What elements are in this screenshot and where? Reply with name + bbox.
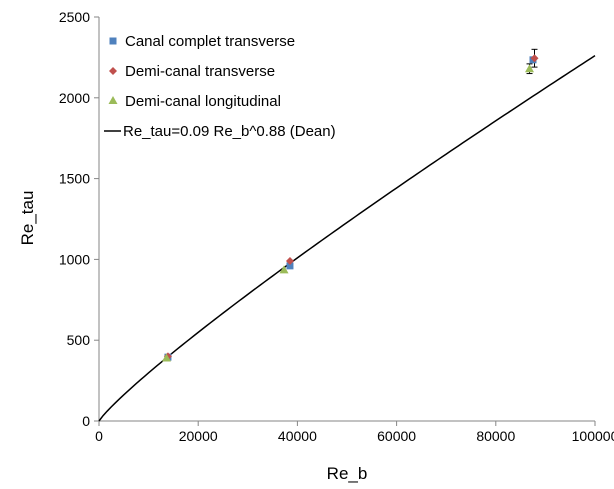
y-tick-label: 1500 — [59, 171, 90, 187]
y-tick-label: 0 — [82, 413, 90, 429]
x-tick-label: 0 — [95, 428, 103, 444]
data-point-diamond — [530, 54, 539, 63]
legend-marker-canal-complet — [109, 37, 117, 45]
x-tick-label: 60000 — [377, 428, 416, 444]
legend-marker-demi-longitudinal — [108, 96, 118, 104]
y-axis-title: Re_tau — [18, 191, 37, 246]
x-tick-label: 20000 — [179, 428, 218, 444]
y-tick-label: 500 — [67, 332, 91, 348]
data-point-diamond — [285, 257, 294, 266]
y-tick-label: 1000 — [59, 251, 90, 267]
legend-label-demi-transverse: Demi-canal transverse — [125, 63, 275, 80]
x-axis-title: Re_b — [327, 464, 368, 483]
dean-curve-line — [98, 55, 596, 422]
legend-label-demi-longitudinal: Demi-canal longitudinal — [125, 93, 281, 110]
data-points — [161, 54, 539, 362]
dean-curve — [98, 55, 596, 422]
legend-label-canal-complet: Canal complet transverse — [125, 33, 295, 50]
legend-label-dean: Re_tau=0.09 Re_b^0.88 (Dean) — [123, 123, 336, 140]
legend-marker-demi-transverse — [109, 67, 117, 75]
data-point-triangle — [279, 265, 289, 274]
data-point-triangle — [161, 353, 171, 362]
x-tick-label: 40000 — [278, 428, 317, 444]
y-tick-label: 2500 — [59, 9, 90, 25]
axes — [98, 17, 595, 422]
tick-labels: 0 20000 40000 60000 80000 100000 0 500 1000 1500 2… — [59, 9, 614, 444]
y-tick-label: 2000 — [59, 90, 90, 106]
legend: Canal complet transverse Demi-canal tran… — [104, 33, 336, 140]
tick-marks — [94, 16, 596, 426]
data-point-triangle — [525, 64, 535, 73]
x-tick-label: 100000 — [572, 428, 614, 444]
x-tick-label: 80000 — [476, 428, 515, 444]
data-point-square — [286, 262, 294, 270]
